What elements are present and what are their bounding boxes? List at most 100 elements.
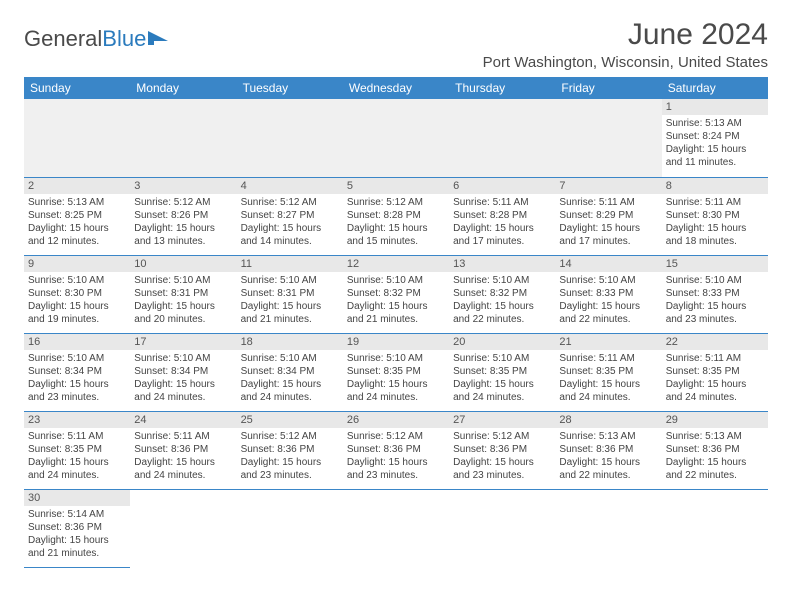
weekday-header: Tuesday xyxy=(237,77,343,99)
day-details: Sunrise: 5:11 AMSunset: 8:36 PMDaylight:… xyxy=(130,428,236,486)
weekday-header: Thursday xyxy=(449,77,555,99)
day-number: 13 xyxy=(449,256,555,272)
weekday-header: Saturday xyxy=(662,77,768,99)
day-number: 20 xyxy=(449,334,555,350)
day-number: 1 xyxy=(662,99,768,115)
logo-flag-icon xyxy=(148,29,170,47)
calendar-cell: 2Sunrise: 5:13 AMSunset: 8:25 PMDaylight… xyxy=(24,177,130,255)
weekday-header: Sunday xyxy=(24,77,130,99)
calendar-cell xyxy=(130,99,236,177)
day-details: Sunrise: 5:13 AMSunset: 8:36 PMDaylight:… xyxy=(662,428,768,486)
calendar-cell xyxy=(343,99,449,177)
day-number: 24 xyxy=(130,412,236,428)
calendar-cell: 5Sunrise: 5:12 AMSunset: 8:28 PMDaylight… xyxy=(343,177,449,255)
calendar-cell: 1Sunrise: 5:13 AMSunset: 8:24 PMDaylight… xyxy=(662,99,768,177)
calendar-cell: 26Sunrise: 5:12 AMSunset: 8:36 PMDayligh… xyxy=(343,411,449,489)
calendar-cell: 6Sunrise: 5:11 AMSunset: 8:28 PMDaylight… xyxy=(449,177,555,255)
calendar-cell xyxy=(662,489,768,567)
logo: GeneralBlue xyxy=(24,26,170,52)
day-details: Sunrise: 5:12 AMSunset: 8:27 PMDaylight:… xyxy=(237,194,343,252)
day-details: Sunrise: 5:10 AMSunset: 8:31 PMDaylight:… xyxy=(130,272,236,330)
day-number: 17 xyxy=(130,334,236,350)
day-details: Sunrise: 5:12 AMSunset: 8:36 PMDaylight:… xyxy=(449,428,555,486)
day-number: 23 xyxy=(24,412,130,428)
day-details: Sunrise: 5:10 AMSunset: 8:30 PMDaylight:… xyxy=(24,272,130,330)
day-number: 16 xyxy=(24,334,130,350)
calendar-cell: 3Sunrise: 5:12 AMSunset: 8:26 PMDaylight… xyxy=(130,177,236,255)
day-details: Sunrise: 5:13 AMSunset: 8:36 PMDaylight:… xyxy=(555,428,661,486)
calendar-cell: 30Sunrise: 5:14 AMSunset: 8:36 PMDayligh… xyxy=(24,489,130,567)
day-details: Sunrise: 5:12 AMSunset: 8:26 PMDaylight:… xyxy=(130,194,236,252)
calendar-cell xyxy=(555,99,661,177)
calendar-cell xyxy=(237,489,343,567)
calendar-cell: 20Sunrise: 5:10 AMSunset: 8:35 PMDayligh… xyxy=(449,333,555,411)
day-number: 15 xyxy=(662,256,768,272)
day-details: Sunrise: 5:11 AMSunset: 8:30 PMDaylight:… xyxy=(662,194,768,252)
day-details: Sunrise: 5:10 AMSunset: 8:34 PMDaylight:… xyxy=(237,350,343,408)
calendar-cell: 10Sunrise: 5:10 AMSunset: 8:31 PMDayligh… xyxy=(130,255,236,333)
day-number: 7 xyxy=(555,178,661,194)
day-number: 27 xyxy=(449,412,555,428)
day-details: Sunrise: 5:11 AMSunset: 8:29 PMDaylight:… xyxy=(555,194,661,252)
day-number: 6 xyxy=(449,178,555,194)
calendar-cell xyxy=(449,99,555,177)
day-details: Sunrise: 5:10 AMSunset: 8:35 PMDaylight:… xyxy=(343,350,449,408)
day-number: 3 xyxy=(130,178,236,194)
calendar-cell xyxy=(130,489,236,567)
day-number: 10 xyxy=(130,256,236,272)
day-details: Sunrise: 5:14 AMSunset: 8:36 PMDaylight:… xyxy=(24,506,130,564)
day-number: 2 xyxy=(24,178,130,194)
calendar-cell: 7Sunrise: 5:11 AMSunset: 8:29 PMDaylight… xyxy=(555,177,661,255)
weekday-header: Wednesday xyxy=(343,77,449,99)
day-details: Sunrise: 5:10 AMSunset: 8:31 PMDaylight:… xyxy=(237,272,343,330)
weekday-header: Friday xyxy=(555,77,661,99)
page-subtitle: Port Washington, Wisconsin, United State… xyxy=(24,54,768,71)
day-details: Sunrise: 5:10 AMSunset: 8:32 PMDaylight:… xyxy=(449,272,555,330)
day-number: 8 xyxy=(662,178,768,194)
day-number: 29 xyxy=(662,412,768,428)
calendar-cell: 19Sunrise: 5:10 AMSunset: 8:35 PMDayligh… xyxy=(343,333,449,411)
calendar-cell: 17Sunrise: 5:10 AMSunset: 8:34 PMDayligh… xyxy=(130,333,236,411)
calendar-cell xyxy=(343,489,449,567)
day-details: Sunrise: 5:12 AMSunset: 8:36 PMDaylight:… xyxy=(343,428,449,486)
day-details: Sunrise: 5:11 AMSunset: 8:35 PMDaylight:… xyxy=(555,350,661,408)
calendar-cell xyxy=(237,99,343,177)
day-details: Sunrise: 5:10 AMSunset: 8:35 PMDaylight:… xyxy=(449,350,555,408)
calendar-cell: 23Sunrise: 5:11 AMSunset: 8:35 PMDayligh… xyxy=(24,411,130,489)
day-details: Sunrise: 5:10 AMSunset: 8:32 PMDaylight:… xyxy=(343,272,449,330)
day-number: 30 xyxy=(24,490,130,506)
day-number: 19 xyxy=(343,334,449,350)
calendar-cell: 12Sunrise: 5:10 AMSunset: 8:32 PMDayligh… xyxy=(343,255,449,333)
day-details: Sunrise: 5:11 AMSunset: 8:35 PMDaylight:… xyxy=(662,350,768,408)
day-details: Sunrise: 5:10 AMSunset: 8:33 PMDaylight:… xyxy=(662,272,768,330)
calendar-cell: 21Sunrise: 5:11 AMSunset: 8:35 PMDayligh… xyxy=(555,333,661,411)
page-title: June 2024 xyxy=(628,18,768,52)
day-number: 21 xyxy=(555,334,661,350)
day-details: Sunrise: 5:13 AMSunset: 8:25 PMDaylight:… xyxy=(24,194,130,252)
day-number: 12 xyxy=(343,256,449,272)
day-details: Sunrise: 5:10 AMSunset: 8:34 PMDaylight:… xyxy=(130,350,236,408)
calendar-cell: 14Sunrise: 5:10 AMSunset: 8:33 PMDayligh… xyxy=(555,255,661,333)
calendar-cell: 8Sunrise: 5:11 AMSunset: 8:30 PMDaylight… xyxy=(662,177,768,255)
calendar-cell: 15Sunrise: 5:10 AMSunset: 8:33 PMDayligh… xyxy=(662,255,768,333)
calendar-cell: 22Sunrise: 5:11 AMSunset: 8:35 PMDayligh… xyxy=(662,333,768,411)
calendar-cell: 18Sunrise: 5:10 AMSunset: 8:34 PMDayligh… xyxy=(237,333,343,411)
calendar-cell: 25Sunrise: 5:12 AMSunset: 8:36 PMDayligh… xyxy=(237,411,343,489)
day-details: Sunrise: 5:13 AMSunset: 8:24 PMDaylight:… xyxy=(662,115,768,173)
day-number: 22 xyxy=(662,334,768,350)
calendar-cell: 11Sunrise: 5:10 AMSunset: 8:31 PMDayligh… xyxy=(237,255,343,333)
calendar-table: SundayMondayTuesdayWednesdayThursdayFrid… xyxy=(24,77,768,568)
day-number: 25 xyxy=(237,412,343,428)
day-number: 4 xyxy=(237,178,343,194)
calendar-cell: 24Sunrise: 5:11 AMSunset: 8:36 PMDayligh… xyxy=(130,411,236,489)
day-number: 28 xyxy=(555,412,661,428)
calendar-cell xyxy=(449,489,555,567)
calendar-cell: 27Sunrise: 5:12 AMSunset: 8:36 PMDayligh… xyxy=(449,411,555,489)
day-number: 14 xyxy=(555,256,661,272)
day-number: 18 xyxy=(237,334,343,350)
calendar-cell: 13Sunrise: 5:10 AMSunset: 8:32 PMDayligh… xyxy=(449,255,555,333)
day-number: 26 xyxy=(343,412,449,428)
day-details: Sunrise: 5:11 AMSunset: 8:35 PMDaylight:… xyxy=(24,428,130,486)
day-details: Sunrise: 5:10 AMSunset: 8:33 PMDaylight:… xyxy=(555,272,661,330)
logo-text-2: Blue xyxy=(102,26,146,52)
